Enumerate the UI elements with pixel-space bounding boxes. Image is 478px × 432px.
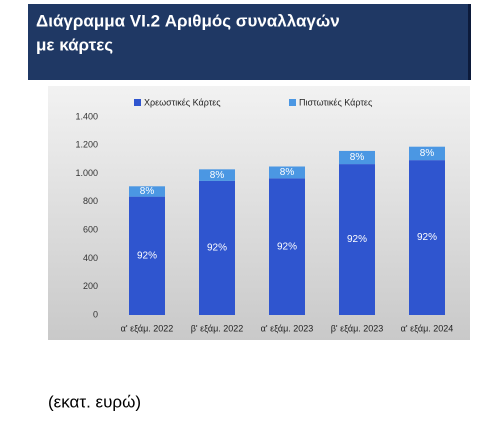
legend-swatch	[289, 99, 296, 106]
header-edge	[468, 4, 471, 80]
bar-segment	[199, 180, 235, 315]
y-tick-label: 400	[83, 253, 98, 263]
y-tick-label: 1.200	[75, 140, 98, 150]
share-label: 8%	[420, 148, 435, 159]
x-tick-label: β' εξάμ. 2023	[331, 323, 384, 333]
legend-label: Χρεωστικές Κάρτες	[144, 97, 221, 107]
share-label: 8%	[280, 167, 295, 178]
bar-segment	[339, 164, 375, 315]
y-tick-label: 1.000	[75, 168, 98, 178]
footnote: (εκατ. ευρώ)	[48, 392, 141, 411]
x-tick-label: α' εξάμ. 2023	[261, 323, 314, 333]
bar-segment	[269, 178, 305, 315]
bar-segment	[129, 196, 165, 315]
header-box	[28, 4, 470, 80]
y-tick-label: 800	[83, 196, 98, 206]
bar-segment	[339, 150, 375, 165]
bar-segment	[129, 186, 165, 197]
share-label: 8%	[140, 186, 155, 197]
x-tick-label: β' εξάμ. 2022	[191, 323, 244, 333]
legend-swatch	[134, 99, 141, 106]
legend-label: Πιστωτικές Κάρτες	[299, 97, 373, 107]
y-tick-label: 200	[83, 281, 98, 291]
header-title: με κάρτες	[36, 35, 113, 54]
bar-segment	[409, 160, 445, 315]
x-tick-label: α' εξάμ. 2024	[401, 323, 454, 333]
y-tick-label: 0	[93, 309, 98, 319]
bar-segment	[409, 146, 445, 161]
bar-segment	[269, 166, 305, 179]
share-label: 92%	[417, 232, 437, 243]
share-label: 92%	[137, 250, 157, 261]
share-label: 92%	[347, 234, 367, 245]
x-tick-label: α' εξάμ. 2022	[121, 323, 174, 333]
y-tick-label: 1.400	[75, 111, 98, 121]
y-tick-label: 600	[83, 225, 98, 235]
chart-background	[48, 86, 470, 340]
header-title: Διάγραμμα VI.2 Αριθμός συναλλαγών	[36, 11, 340, 30]
chart: 0 200 400 600 800 1.000 1.200 1.400 Χρεωστικές Κ…	[75, 97, 453, 333]
share-label: 8%	[350, 152, 365, 163]
bar-segment	[199, 169, 235, 181]
share-label: 92%	[277, 241, 297, 252]
share-label: 8%	[210, 170, 225, 181]
share-label: 92%	[207, 243, 227, 254]
